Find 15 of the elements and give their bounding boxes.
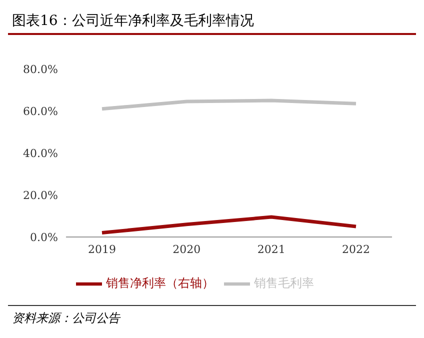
y-tick-label: 80.0% — [23, 62, 58, 76]
x-tick-label: 2021 — [257, 242, 286, 256]
x-tick-label: 2020 — [172, 242, 201, 256]
text: 资料来源：公司公告 — [12, 310, 122, 327]
y-tick-label: 60.0% — [23, 104, 58, 118]
y-tick-label: 0.0% — [30, 230, 58, 244]
y-tick-label: 40.0% — [23, 146, 58, 160]
legend-label: 销售净利率（右轴） — [106, 276, 214, 290]
legend-label: 销售毛利率 — [254, 276, 314, 290]
x-tick-label: 2022 — [342, 242, 370, 256]
chart-title: 图表16：公司近年净利率及毛利率情况 — [8, 8, 416, 35]
y-tick-label: 20.0% — [23, 188, 58, 202]
line-series — [100, 215, 358, 235]
line-series — [100, 98, 358, 111]
x-tick-label: 2019 — [88, 242, 116, 256]
